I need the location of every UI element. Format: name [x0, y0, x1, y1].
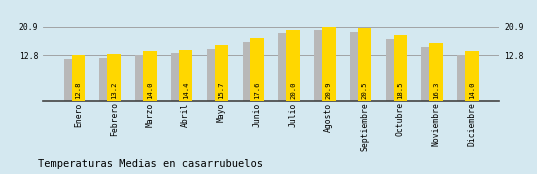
- Text: 15.7: 15.7: [219, 82, 224, 99]
- Bar: [135, 55, 149, 101]
- Text: Temperaturas Medias en casarrubuelos: Temperaturas Medias en casarrubuelos: [38, 159, 263, 169]
- Text: 14.4: 14.4: [183, 82, 188, 99]
- Bar: [250, 38, 264, 101]
- Bar: [394, 35, 407, 101]
- Text: 16.3: 16.3: [433, 82, 439, 99]
- Bar: [143, 51, 157, 101]
- Bar: [322, 27, 336, 101]
- Text: 13.2: 13.2: [111, 82, 117, 99]
- Text: 18.5: 18.5: [397, 82, 403, 99]
- Bar: [386, 39, 399, 101]
- Text: 14.0: 14.0: [147, 82, 153, 99]
- Bar: [429, 43, 443, 101]
- Bar: [64, 59, 77, 101]
- Bar: [457, 55, 471, 101]
- Bar: [358, 28, 372, 101]
- Bar: [99, 58, 113, 101]
- Text: 20.0: 20.0: [290, 82, 296, 99]
- Bar: [207, 49, 220, 101]
- Bar: [107, 54, 121, 101]
- Bar: [215, 45, 228, 101]
- Bar: [286, 30, 300, 101]
- Text: 17.6: 17.6: [254, 82, 260, 99]
- Bar: [243, 42, 256, 101]
- Text: 20.5: 20.5: [361, 82, 367, 99]
- Text: 14.0: 14.0: [469, 82, 475, 99]
- Bar: [422, 46, 435, 101]
- Bar: [171, 53, 185, 101]
- Text: 20.9: 20.9: [326, 82, 332, 99]
- Bar: [465, 51, 478, 101]
- Bar: [71, 56, 85, 101]
- Bar: [350, 32, 364, 101]
- Text: 12.8: 12.8: [75, 82, 82, 99]
- Bar: [314, 30, 328, 101]
- Bar: [278, 33, 292, 101]
- Bar: [179, 50, 192, 101]
